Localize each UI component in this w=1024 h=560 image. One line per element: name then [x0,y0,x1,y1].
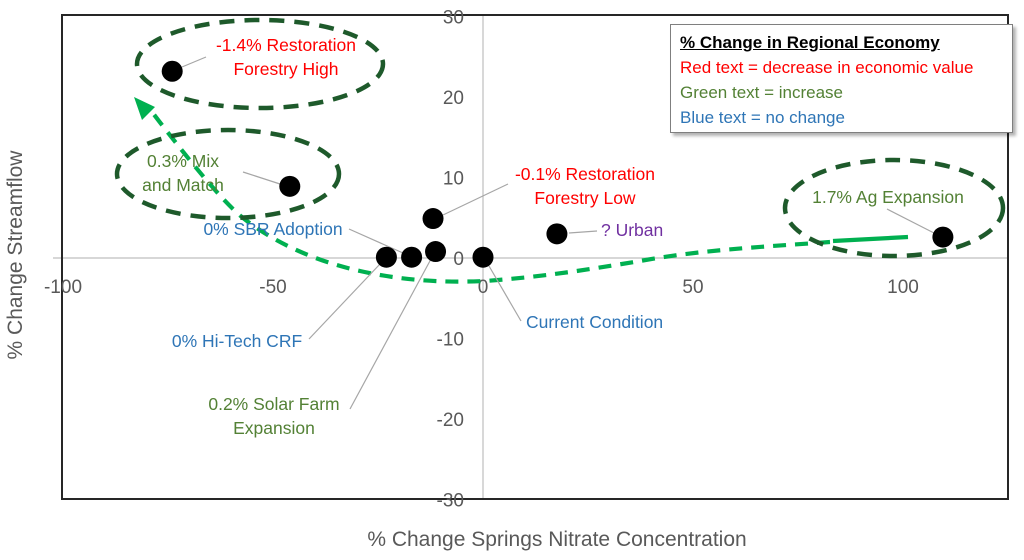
plot-border [61,14,1009,500]
group-ellipse-mix-and-match-group [114,127,342,221]
y-tick-label: -20 [437,410,464,431]
leader-line-urban [568,230,598,234]
y-tick-label: 10 [443,169,464,190]
trend-solid-segment [832,234,909,244]
data-point-hi-tech-crf [375,246,397,268]
leader-line-restoration-forestry-high [181,56,207,68]
data-point-current-condition [472,246,494,268]
x-tick-label: 50 [682,277,703,298]
label-restoration-forestry-high: -1.4% Restoration Forestry High [216,35,356,79]
legend-title: % Change in Regional Economy [680,33,940,52]
x-tick-label: 100 [887,277,919,298]
y-tick-label: -30 [437,491,464,512]
data-point-urban [546,223,568,245]
legend-entry-red: Red text = decrease in economic value [680,58,974,77]
leader-line-current-condition [488,265,522,322]
label-hi-tech-crf: 0% Hi-Tech CRF [172,331,302,351]
label-current-condition: Current Condition [526,312,663,332]
leader-line-solar-farm-expansion [349,258,432,410]
leader-line-mix-and-match [242,171,281,185]
leader-line-restoration-forestry-low [442,183,509,216]
x-tick-label: -50 [259,277,286,298]
leader-line-sbr-adoption [348,228,404,254]
group-ellipse-restoration-forestry-high-group [134,17,386,111]
x-tick-label: 0 [478,277,489,298]
legend-entry-green: Green text = increase [680,83,844,102]
label-urban: ? Urban [601,220,663,240]
label-mix-and-match: 0.3% Mix and Match [142,151,224,195]
label-sbr-adoption: 0% SBR Adoption [203,219,342,239]
data-point-restoration-forestry-high [161,60,183,82]
x-tick-label: -100 [44,277,82,298]
leader-line-ag-expansion [886,208,935,234]
data-point-mix-and-match [279,175,301,197]
y-tick-label: -10 [437,330,464,351]
x-axis-title: % Change Springs Nitrate Concentration [367,528,747,551]
label-restoration-forestry-low: -0.1% Restoration Forestry Low [515,164,655,208]
y-axis-title: % Change Streamflow [4,150,27,360]
legend-box: % Change in Regional Economy Red text = … [670,24,1013,133]
y-tick-label: 0 [453,249,464,270]
data-point-ag-expansion [932,226,954,248]
trend-arrow-curve [150,110,831,284]
y-tick-label: 30 [443,8,464,29]
label-solar-farm-expansion: 0.2% Solar Farm Expansion [208,394,339,438]
y-tick-label: 20 [443,88,464,109]
data-point-sbr-adoption [401,246,423,268]
data-point-restoration-forestry-low [422,208,444,230]
data-point-solar-farm-expansion [425,241,447,263]
trend-arrow-head-icon [134,97,155,120]
legend-entry-blue: Blue text = no change [680,108,845,127]
group-ellipse-ag-expansion-group [782,157,1006,259]
leader-line-hi-tech-crf [308,263,381,340]
label-ag-expansion: 1.7% Ag Expansion [812,187,964,207]
